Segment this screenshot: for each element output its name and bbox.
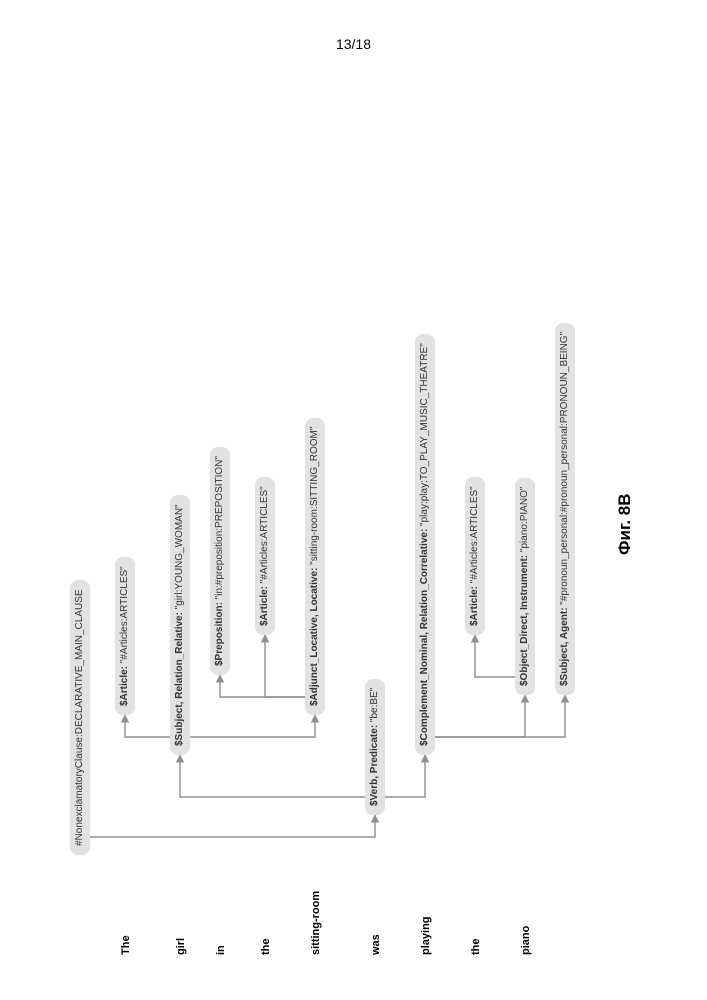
tree-edge: [125, 715, 170, 737]
tree-edge: [180, 755, 365, 797]
tree-edge: [190, 715, 315, 737]
tree-node: $Subject, Relation_Relative: "girl:YOUNG…: [170, 495, 190, 755]
source-word: in: [215, 945, 227, 955]
tree-node: $Object_Direct, Instrument: "piano:PIANO…: [515, 478, 535, 695]
tree-edge: [435, 695, 565, 737]
figure-caption: Фиг. 8B: [615, 493, 635, 555]
source-word: sitting-room: [310, 891, 322, 955]
node-label-plain: "#Articles:ARTICLES": [119, 566, 130, 666]
tree-node: $Adjunct_Locative, Locative: "sitting-ro…: [305, 418, 325, 715]
tree-node: $Preposition: "in:#preposition:PREPOSITI…: [210, 447, 230, 675]
node-label-plain: "play:play:TO_PLAY_MUSIC_THEATRE": [419, 343, 430, 529]
page-number: 13/18: [0, 36, 707, 52]
tree-node: $Subject, Agent: "#pronoun_personal:#pro…: [555, 323, 575, 695]
node-label-bold: $Article:: [119, 666, 130, 706]
node-label-bold: $Subject, Relation_Relative:: [174, 612, 185, 746]
node-label-plain: "sitting-room:SITTING_ROOM": [309, 427, 320, 568]
tree-node: $Article: "#Articles:ARTICLES": [115, 557, 135, 715]
source-word: playing: [420, 916, 432, 955]
node-label-bold: $Subject, Agent:: [559, 607, 570, 686]
tree-node: #NonexclamatoryClause:DECLARATIVE_MAIN_C…: [70, 580, 90, 855]
tree-node: $Article: "#Articles:ARTICLES": [255, 477, 275, 635]
parse-tree-diagram: #NonexclamatoryClause:DECLARATIVE_MAIN_C…: [45, 75, 605, 855]
source-word: The: [120, 935, 132, 955]
node-label-plain: "#Articles:ARTICLES": [469, 486, 480, 586]
rotated-viewport: The girl in the sitting-room was playing the pia…: [45, 75, 665, 955]
node-label-plain: "#Articles:ARTICLES": [259, 486, 270, 586]
node-label-bold: $Article:: [469, 586, 480, 626]
node-label-plain: "in:#preposition:PREPOSITION": [214, 456, 225, 602]
node-label-plain: "#pronoun_personal:#pronoun_personal:PRO…: [559, 332, 570, 608]
tree-edge: [90, 815, 375, 837]
tree-edge: [265, 635, 305, 697]
node-label-plain: "be:BE": [369, 688, 380, 725]
node-label-plain: "girl:YOUNG_WOMAN": [174, 504, 185, 612]
tree-edge: [475, 635, 515, 677]
source-word: the: [470, 939, 482, 956]
node-label-plain: #NonexclamatoryClause:DECLARATIVE_MAIN_C…: [74, 589, 85, 846]
node-label-bold: $Article:: [259, 586, 270, 626]
source-word: piano: [520, 926, 532, 955]
diagram-content: The girl in the sitting-room was playing the pia…: [45, 75, 665, 955]
node-label-plain: "piano:PIANO": [519, 487, 530, 555]
node-label-bold: $Verb, Predicate:: [369, 725, 380, 806]
edge-layer: [45, 75, 605, 855]
tree-node: $Article: "#Articles:ARTICLES": [465, 477, 485, 635]
source-word: was: [370, 934, 382, 955]
source-word: the: [260, 939, 272, 956]
tree-edge: [385, 755, 425, 797]
tree-edge: [435, 695, 525, 737]
tree-node: $Complement_Nominal, Relation_Correlativ…: [415, 334, 435, 755]
node-label-bold: $Object_Direct, Instrument:: [519, 555, 530, 686]
tree-node: $Verb, Predicate: "be:BE": [365, 679, 385, 815]
node-label-bold: $Complement_Nominal, Relation_Correlativ…: [419, 529, 430, 746]
tree-edge: [220, 675, 305, 697]
node-label-bold: $Preposition:: [214, 602, 225, 666]
source-word: girl: [175, 938, 187, 955]
node-label-bold: $Adjunct_Locative, Locative:: [309, 568, 320, 706]
